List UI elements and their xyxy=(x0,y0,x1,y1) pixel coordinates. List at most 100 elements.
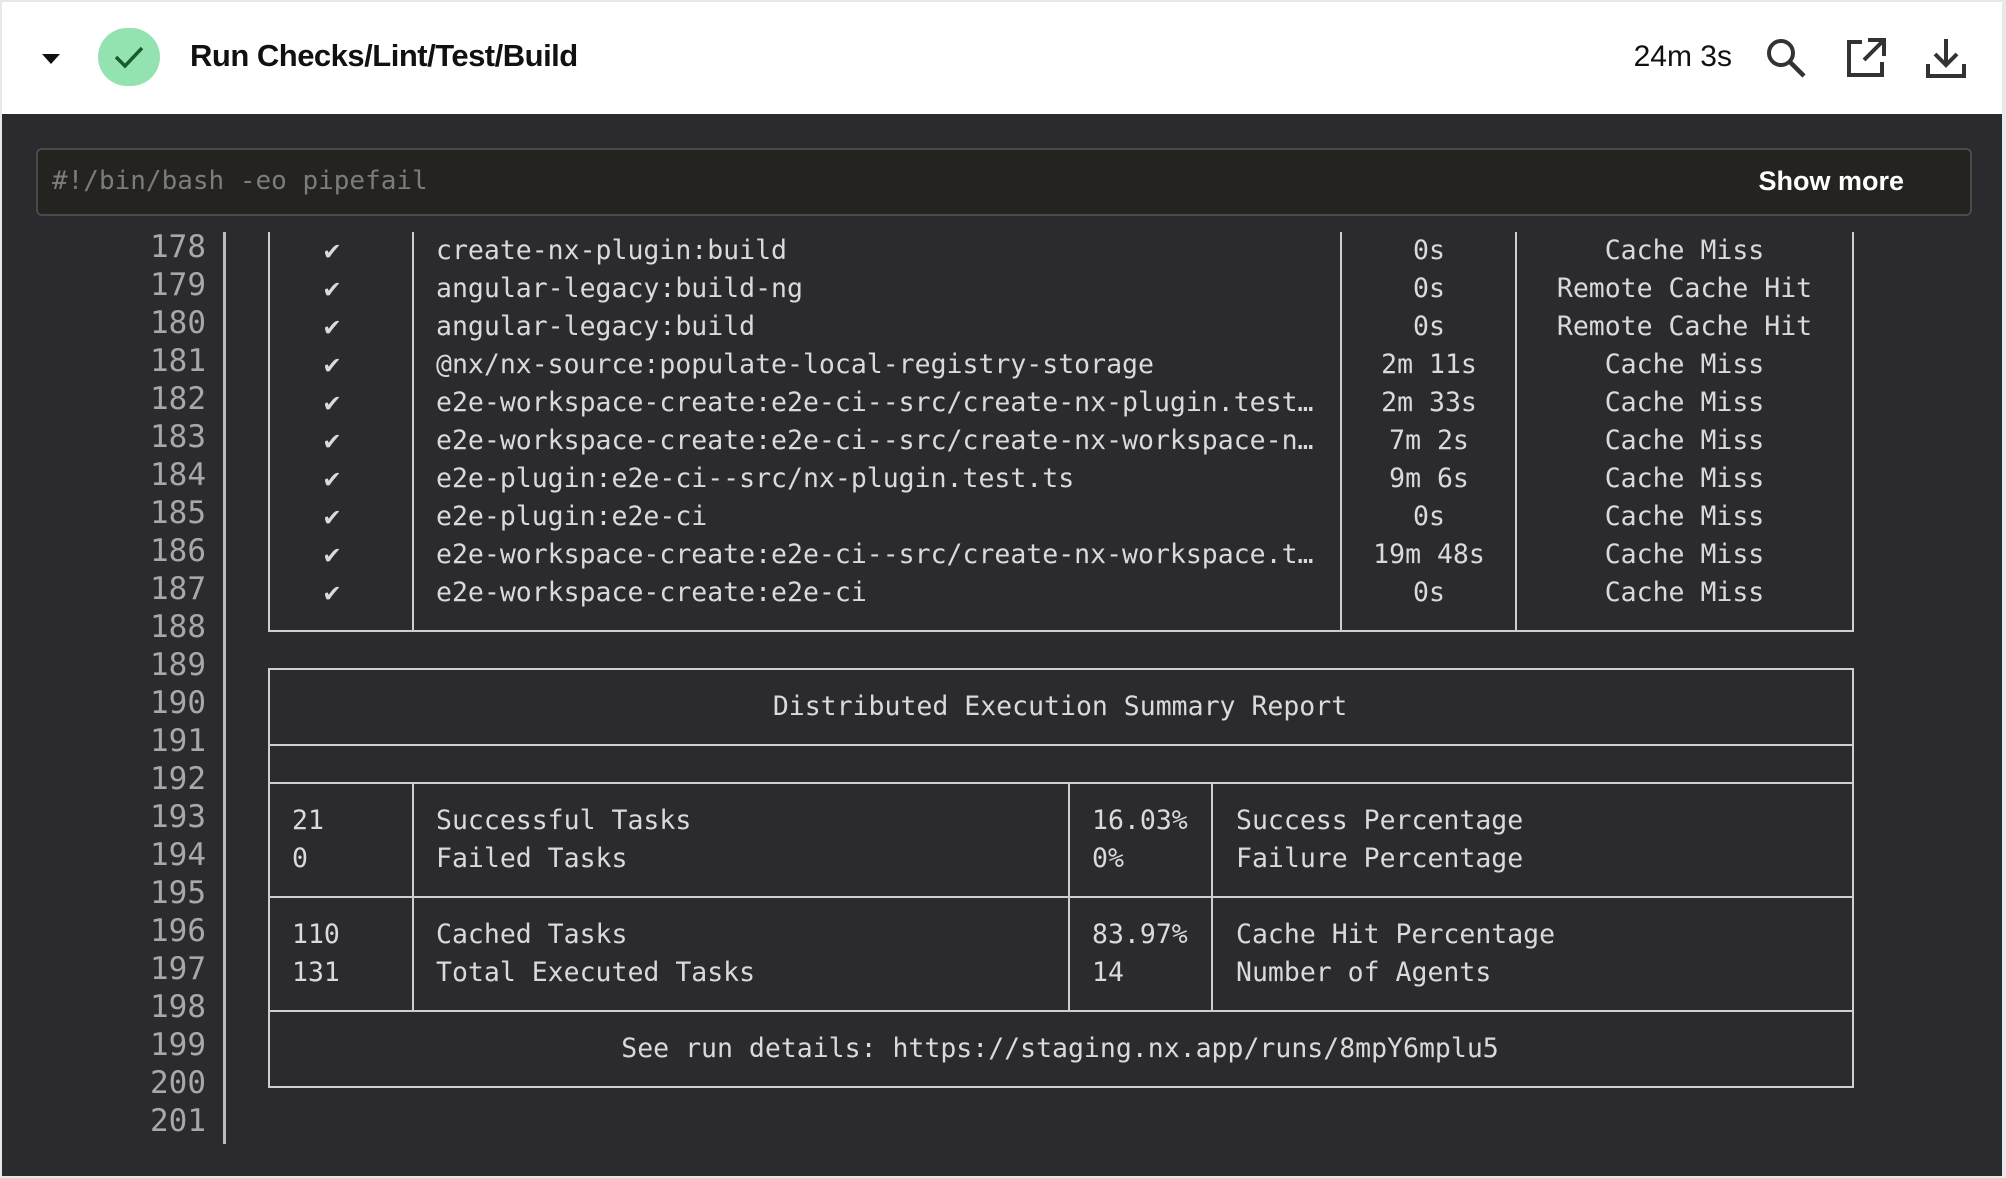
task-cache-status: Cache Miss xyxy=(1604,425,1765,456)
line-number: 184 xyxy=(150,457,206,493)
task-name: @nx/nx-source:populate-local-registry-st… xyxy=(436,349,1154,380)
check-icon xyxy=(114,46,144,69)
table-border xyxy=(268,744,1854,746)
run-details-link[interactable]: See run details: https://staging.nx.app/… xyxy=(621,1033,1499,1064)
line-number: 188 xyxy=(150,609,206,645)
summary-label: Total Executed Tasks xyxy=(436,957,756,988)
summary-title: Distributed Execution Summary Report xyxy=(772,691,1348,722)
task-duration: 2m 11s xyxy=(1381,349,1477,380)
line-number: 198 xyxy=(150,989,206,1025)
task-name: e2e-plugin:e2e-ci--src/nx-plugin.test.ts xyxy=(436,463,1075,494)
line-number: 201 xyxy=(150,1103,206,1139)
summary-count: 110 xyxy=(292,919,340,950)
summary-percent-label: Success Percentage xyxy=(1236,805,1524,836)
task-status-check: ✔ xyxy=(324,577,340,608)
column-divider xyxy=(1340,232,1342,630)
task-status-check: ✔ xyxy=(324,273,340,304)
column-divider xyxy=(1515,232,1517,630)
line-number: 200 xyxy=(150,1065,206,1101)
line-number: 181 xyxy=(150,343,206,379)
summary-percent: 0% xyxy=(1092,843,1124,874)
line-number: 199 xyxy=(150,1027,206,1063)
task-cache-status: Cache Miss xyxy=(1604,387,1765,418)
summary-percent-label: Cache Hit Percentage xyxy=(1236,919,1556,950)
gutter-divider xyxy=(223,232,226,1144)
task-duration: 0s xyxy=(1413,311,1445,342)
task-duration: 0s xyxy=(1413,235,1445,266)
task-cache-status: Cache Miss xyxy=(1604,349,1765,380)
line-number: 182 xyxy=(150,381,206,417)
table-border xyxy=(268,1010,1854,1012)
line-number: 197 xyxy=(150,951,206,987)
line-number: 183 xyxy=(150,419,206,455)
line-number: 178 xyxy=(150,232,206,265)
success-status-badge xyxy=(98,28,160,86)
task-duration: 7m 2s xyxy=(1389,425,1469,456)
search-icon[interactable] xyxy=(1764,36,1808,80)
line-number: 192 xyxy=(150,761,206,797)
log-output[interactable]: 178 179 180 181 182 183 184 185 186 187 188 189 190 1… xyxy=(2,232,2002,1144)
task-cache-status: Remote Cache Hit xyxy=(1556,273,1813,304)
column-divider xyxy=(412,782,414,1010)
task-cache-status: Cache Miss xyxy=(1604,539,1765,570)
download-icon[interactable] xyxy=(1924,36,1968,80)
task-name: e2e-workspace-create:e2e-ci--src/create-… xyxy=(436,539,1314,570)
task-duration: 0s xyxy=(1413,501,1445,532)
table-border xyxy=(268,630,1854,632)
task-name: angular-legacy:build-ng xyxy=(436,273,803,304)
table-border xyxy=(268,896,1854,898)
line-number: 195 xyxy=(150,875,206,911)
chevron-down-icon[interactable] xyxy=(42,54,60,64)
line-number: 193 xyxy=(150,799,206,835)
step-title: Run Checks/Lint/Test/Build xyxy=(190,38,578,73)
line-number: 180 xyxy=(150,305,206,341)
column-divider xyxy=(1211,782,1213,1010)
line-number: 191 xyxy=(150,723,206,759)
summary-count: 131 xyxy=(292,957,340,988)
task-duration: 19m 48s xyxy=(1373,539,1485,570)
task-duration: 2m 33s xyxy=(1381,387,1477,418)
summary-percent: 16.03% xyxy=(1092,805,1188,836)
task-name: create-nx-plugin:build xyxy=(436,235,787,266)
summary-percent-label: Failure Percentage xyxy=(1236,843,1524,874)
summary-percent: 83.97% xyxy=(1092,919,1188,950)
step-duration: 24m 3s xyxy=(1633,40,1732,73)
task-duration: 0s xyxy=(1413,577,1445,608)
summary-count: 21 xyxy=(292,805,324,836)
summary-label: Successful Tasks xyxy=(436,805,692,836)
column-divider xyxy=(412,232,414,630)
summary-percent: 14 xyxy=(1092,957,1124,988)
show-more-button[interactable]: Show more xyxy=(1758,166,1904,196)
external-link-icon[interactable] xyxy=(1844,36,1888,80)
task-name: e2e-workspace-create:e2e-ci--src/create-… xyxy=(436,425,1314,456)
task-name: angular-legacy:build xyxy=(436,311,756,342)
task-cache-status: Cache Miss xyxy=(1604,463,1765,494)
table-border xyxy=(1852,668,1854,1086)
summary-count: 0 xyxy=(292,843,308,874)
table-border xyxy=(268,782,1854,784)
task-status-check: ✔ xyxy=(324,387,340,418)
line-number: 186 xyxy=(150,533,206,569)
task-status-check: ✔ xyxy=(324,311,340,342)
task-duration: 9m 6s xyxy=(1389,463,1469,494)
step-header[interactable]: Run Checks/Lint/Test/Build 24m 3s xyxy=(2,2,2002,114)
task-status-check: ✔ xyxy=(324,539,340,570)
task-status-check: ✔ xyxy=(324,425,340,456)
task-status-check: ✔ xyxy=(324,501,340,532)
summary-label: Cached Tasks xyxy=(436,919,628,950)
task-cache-status: Cache Miss xyxy=(1604,235,1765,266)
task-status-check: ✔ xyxy=(324,349,340,380)
line-number: 190 xyxy=(150,685,206,721)
task-cache-status: Cache Miss xyxy=(1604,577,1765,608)
summary-percent-label: Number of Agents xyxy=(1236,957,1492,988)
task-cache-status: Cache Miss xyxy=(1604,501,1765,532)
line-number: 179 xyxy=(150,267,206,303)
task-status-check: ✔ xyxy=(324,235,340,266)
task-name: e2e-plugin:e2e-ci xyxy=(436,501,708,532)
table-border xyxy=(1852,232,1854,630)
line-number: 187 xyxy=(150,571,206,607)
command-box: #!/bin/bash -eo pipefail Show more xyxy=(36,148,1972,216)
line-number: 196 xyxy=(150,913,206,949)
table-border xyxy=(268,232,270,630)
task-name: e2e-workspace-create:e2e-ci--src/create-… xyxy=(436,387,1314,418)
